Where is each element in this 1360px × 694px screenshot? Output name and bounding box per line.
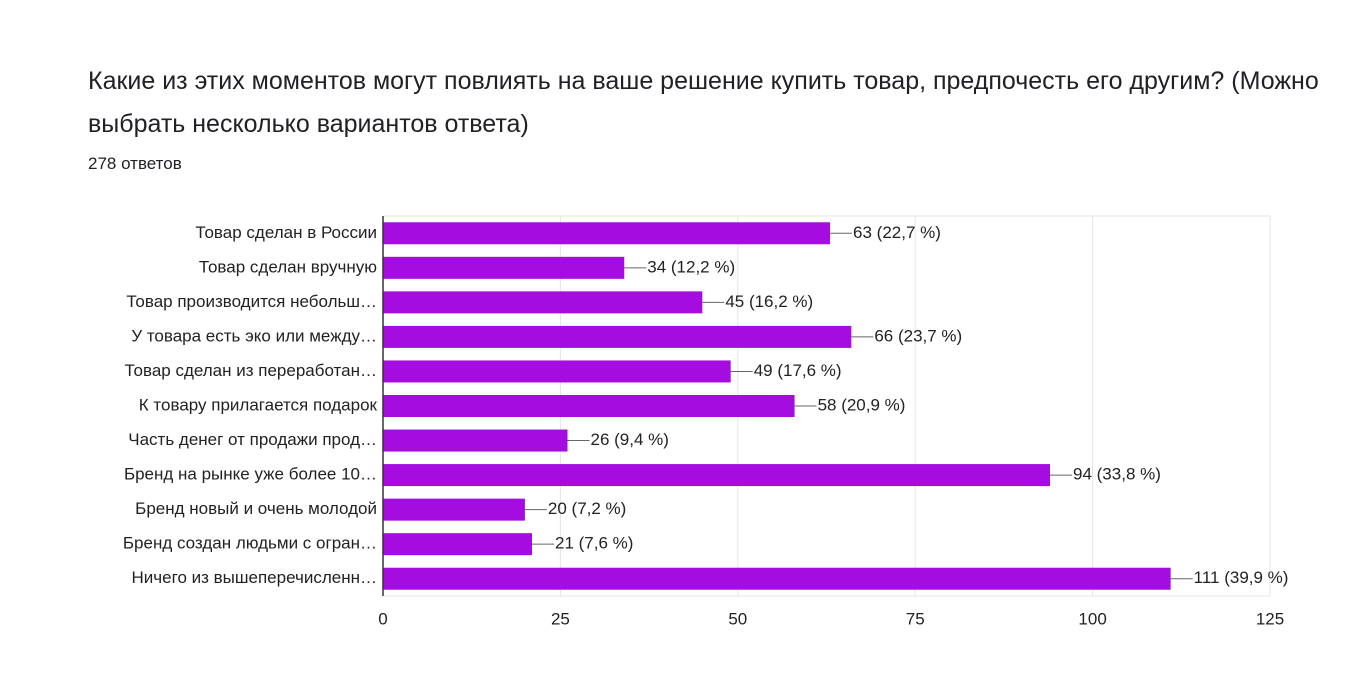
value-label: 45 (16,2 %)	[725, 292, 813, 311]
value-label: 58 (20,9 %)	[818, 395, 906, 414]
bar	[383, 464, 1051, 487]
y-tick-label: Товар сделан в России	[195, 223, 377, 242]
value-label: 111 (39,9 %)	[1194, 568, 1289, 587]
bar	[383, 533, 533, 556]
bar	[383, 256, 625, 279]
bar	[383, 222, 831, 245]
bar	[383, 395, 795, 417]
value-label: 94 (33,8 %)	[1073, 465, 1161, 484]
y-tick-label: Бренд новый и очень молодой	[135, 499, 377, 518]
bar	[383, 567, 1171, 590]
y-tick-label: Ничего из вышеперечисленн…	[132, 568, 377, 587]
bar	[383, 429, 568, 452]
value-label: 49 (17,6 %)	[754, 361, 842, 380]
y-tick-label: Бренд создан людьми с огран…	[123, 534, 377, 553]
bar	[383, 360, 731, 383]
y-tick-label: Товар сделан вручную	[199, 257, 377, 276]
y-tick-label: Товар сделан из переработан…	[124, 361, 377, 380]
x-tick-label: 25	[551, 609, 570, 628]
value-label: 20 (7,2 %)	[548, 499, 626, 518]
x-tick-label: 75	[906, 609, 925, 628]
chart-subtitle: 278 ответов	[88, 154, 182, 173]
x-tick-label: 50	[728, 609, 747, 628]
y-tick-label: У товара есть эко или между…	[131, 326, 377, 345]
value-label: 66 (23,7 %)	[874, 326, 962, 345]
y-tick-label: Часть денег от продажи прод…	[128, 430, 377, 449]
value-label: 26 (9,4 %)	[590, 430, 668, 449]
chart-title: Какие из этих моментов могут повлиять на…	[88, 67, 1319, 138]
value-label: 21 (7,6 %)	[555, 534, 633, 553]
x-tick-label: 100	[1078, 609, 1106, 628]
bar	[383, 498, 525, 521]
bar	[383, 325, 852, 348]
bar	[383, 291, 703, 314]
x-tick-label: 125	[1256, 609, 1284, 628]
x-tick-label: 0	[378, 609, 387, 628]
value-label: 34 (12,2 %)	[647, 257, 735, 276]
y-tick-label: К товару прилагается подарок	[139, 395, 378, 414]
y-tick-label: Товар производится небольш…	[126, 292, 377, 311]
value-label: 63 (22,7 %)	[853, 223, 941, 242]
y-tick-label: Бренд на рынке уже более 10…	[124, 465, 377, 484]
